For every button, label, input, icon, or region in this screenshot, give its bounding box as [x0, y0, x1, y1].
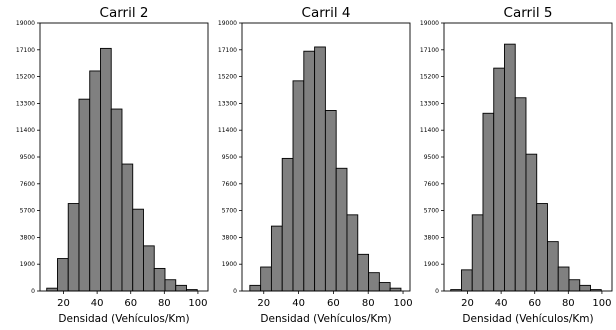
y-tick-label: 1900 — [20, 261, 35, 268]
histogram-bar — [346, 214, 359, 292]
x-tick-label: 20 — [57, 298, 70, 309]
y-tick-label: 11400 — [420, 127, 439, 134]
y-tick-label: 19000 — [16, 20, 35, 27]
y-tick-label: 13300 — [218, 100, 237, 107]
histogram-bar — [67, 203, 80, 292]
histogram-bar — [579, 284, 591, 292]
y-tick-label: 11400 — [218, 127, 237, 134]
y-tick-label: 13300 — [16, 100, 35, 107]
y-tick-label: 7600 — [424, 181, 439, 188]
y-tick-label: 5700 — [222, 208, 237, 215]
histogram-bar — [504, 43, 516, 292]
histogram-bar — [461, 269, 473, 292]
histogram-bar — [557, 266, 570, 292]
y-tick-label: 0 — [233, 288, 237, 295]
y-tick-label: 7600 — [20, 181, 35, 188]
y-tick-label: 19000 — [420, 20, 439, 27]
histogram-bar — [368, 272, 380, 292]
x-tick-label: 100 — [393, 298, 412, 309]
x-axis-label: Densidad (Vehículos/Km) — [260, 313, 391, 325]
y-tick-label: 15200 — [16, 74, 35, 81]
x-axis-label: Densidad (Vehículos/Km) — [58, 313, 189, 325]
histogram-bar — [292, 80, 305, 292]
histogram-bar — [143, 245, 155, 292]
histogram-bar — [378, 282, 391, 292]
histogram-bar — [303, 50, 316, 292]
histogram-bar — [89, 70, 101, 292]
y-tick-label: 3800 — [424, 234, 439, 241]
x-tick-label: 40 — [91, 298, 104, 309]
chart-panel-2: 0 1900 3800 5700 7600 9500 11400 13300 15200 1710… — [218, 5, 413, 325]
histogram-bar — [57, 258, 69, 292]
chart-panel-3: 0 1900 3800 5700 7600 9500 11400 13300 15200 1710… — [420, 5, 613, 325]
x-tick-label: 20 — [257, 298, 270, 309]
histogram-bar — [78, 98, 91, 292]
x-tick-label: 80 — [562, 298, 575, 309]
histogram-bar — [100, 47, 112, 292]
x-tick-label: 60 — [327, 298, 340, 309]
histogram-bar — [281, 157, 294, 292]
histogram-bar — [335, 167, 348, 292]
y-tick-label: 9500 — [20, 154, 35, 161]
histogram-bar — [482, 112, 495, 292]
y-tick-label: 1900 — [222, 261, 237, 268]
x-tick-label: 80 — [158, 298, 171, 309]
chart-title: Carril 5 — [504, 5, 553, 21]
x-tick-label: 20 — [461, 298, 474, 309]
histogram-bar — [270, 225, 283, 292]
y-tick-label: 19000 — [218, 20, 237, 27]
y-tick-label: 3800 — [20, 234, 35, 241]
histogram-bar — [324, 110, 337, 292]
y-tick-label: 17100 — [420, 47, 439, 54]
y-tick-label: 9500 — [222, 154, 237, 161]
y-tick-label: 15200 — [218, 74, 237, 81]
histogram-bar — [132, 208, 144, 292]
histogram-bar — [568, 279, 581, 292]
chart-title: Carril 2 — [100, 5, 149, 21]
histogram-bar — [525, 153, 538, 292]
histogram-bar — [314, 46, 326, 292]
histogram-bar — [121, 163, 134, 292]
x-tick-label: 100 — [592, 298, 611, 309]
histogram-bar — [164, 279, 177, 292]
histogram-bar — [249, 284, 262, 292]
x-axis-label: Densidad (Vehículos/Km) — [462, 313, 593, 325]
histogram-bar — [153, 267, 166, 292]
x-tick-label: 40 — [495, 298, 508, 309]
histogram-bar — [110, 108, 123, 292]
histogram-bar — [547, 241, 559, 292]
x-tick-label: 60 — [124, 298, 137, 309]
x-tick-label: 100 — [188, 298, 207, 309]
x-tick-label: 40 — [292, 298, 305, 309]
histogram-bar — [493, 67, 505, 292]
histogram-bar — [471, 214, 484, 292]
y-tick-label: 5700 — [424, 208, 439, 215]
y-tick-label: 7600 — [222, 181, 237, 188]
y-tick-label: 9500 — [424, 154, 439, 161]
y-tick-label: 3800 — [222, 234, 237, 241]
y-tick-label: 13300 — [420, 100, 439, 107]
y-tick-label: 1900 — [424, 261, 439, 268]
y-tick-label: 17100 — [218, 47, 237, 54]
histogram-bar — [536, 203, 548, 292]
y-tick-label: 0 — [31, 288, 35, 295]
chart-title: Carril 4 — [302, 5, 351, 21]
x-tick-label: 60 — [528, 298, 541, 309]
y-tick-label: 0 — [435, 288, 439, 295]
chart-panel-1: 0 1900 3800 5700 7600 9500 11400 13300 15200 1710… — [16, 5, 209, 325]
y-tick-label: 11400 — [16, 127, 35, 134]
histogram-bar — [175, 284, 187, 292]
histogram-bar — [357, 253, 370, 292]
y-tick-label: 15200 — [420, 74, 439, 81]
histogram-bar — [514, 97, 527, 292]
y-tick-label: 5700 — [20, 208, 35, 215]
x-tick-label: 80 — [362, 298, 375, 309]
y-tick-label: 17100 — [16, 47, 35, 54]
histogram-bar — [260, 266, 272, 292]
